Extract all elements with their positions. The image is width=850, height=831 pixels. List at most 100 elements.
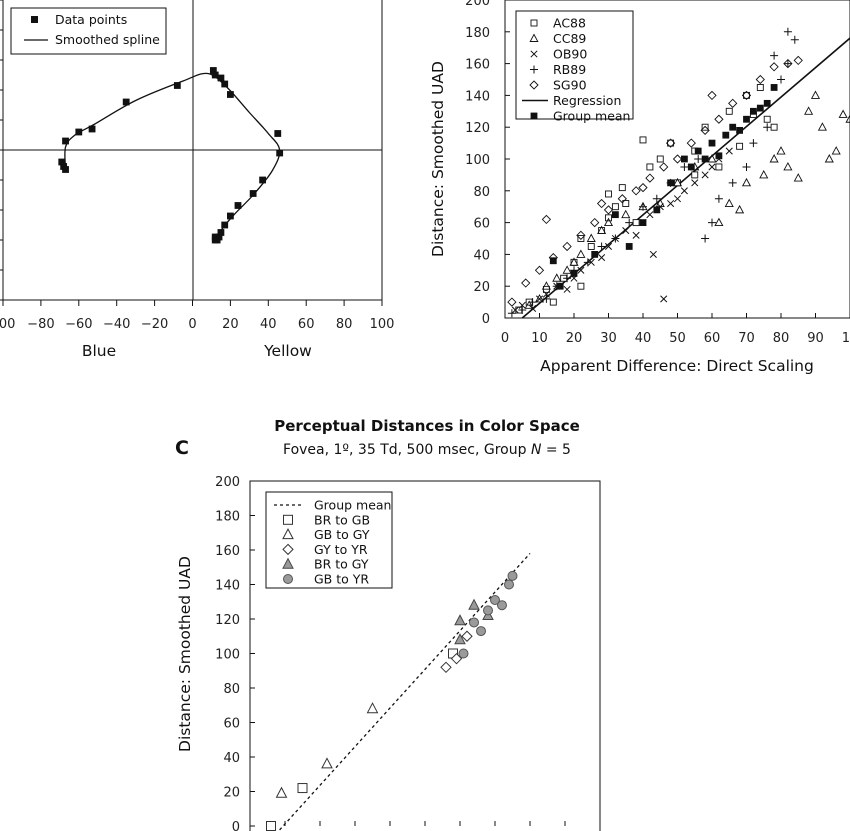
data-point (714, 194, 723, 203)
data-point (701, 123, 709, 131)
legend-entry: OB90 (553, 47, 587, 62)
data-point (587, 242, 595, 250)
data-point (749, 139, 758, 148)
data-point (707, 154, 717, 163)
y-tick-label: 180 (215, 510, 240, 525)
data-point (552, 273, 562, 282)
data-point (563, 285, 571, 293)
data-point (227, 212, 234, 220)
data-point (665, 138, 676, 148)
x-tick-label: 60 (704, 331, 721, 346)
data-point (211, 71, 219, 79)
data-point (621, 209, 631, 219)
data-point (173, 82, 181, 89)
data-point (221, 80, 229, 88)
data-point (714, 217, 724, 227)
data-point (646, 211, 654, 219)
x-tick-label: 20 (222, 317, 239, 332)
data-point (672, 177, 683, 187)
legend-entry: Smoothed spline (55, 32, 160, 47)
data-point (563, 274, 572, 283)
x-tick-label: 80 (773, 331, 790, 346)
y-axis-label: Distance: Smoothed UAD (429, 61, 447, 257)
data-point (577, 282, 585, 290)
data-point (770, 84, 778, 91)
data-point (507, 297, 517, 307)
x-axis-label: Apparent Difference: Direct Scaling (540, 357, 814, 375)
data-point (586, 233, 596, 242)
data-point (597, 242, 606, 251)
panel-uad-vs-direct: 0102030405060708090100204060801001201401… (429, 0, 850, 375)
y-tick-label: 200 (215, 475, 240, 490)
data-point (576, 230, 586, 240)
data-point (743, 91, 750, 99)
data-point (213, 236, 221, 244)
data-point (603, 217, 614, 227)
data-point (209, 67, 217, 74)
data-point (598, 254, 606, 262)
data-point (810, 90, 821, 99)
data-point (793, 55, 803, 66)
y-tick-label: 100 (465, 153, 490, 168)
data-point (535, 295, 544, 303)
x-tick-label: 0 (188, 317, 196, 332)
data-point (783, 58, 793, 69)
data-point (639, 136, 647, 144)
legend-entry: GB to GY (314, 527, 370, 542)
data-point (742, 162, 751, 171)
legend-marker (282, 543, 294, 556)
data-point (783, 27, 792, 36)
y-tick-label: 40 (223, 751, 240, 766)
data-point (217, 229, 225, 236)
data-point (645, 173, 655, 183)
data-point (275, 786, 288, 798)
data-point (596, 198, 607, 209)
data-point (622, 226, 630, 235)
data-point (518, 301, 526, 309)
legend-marker (283, 514, 293, 525)
x-tick-label: 30 (600, 331, 617, 346)
y-tick-label: 80 (223, 682, 240, 697)
data-point (736, 126, 743, 134)
data-point (529, 304, 537, 313)
legend-entry: SG90 (553, 78, 587, 93)
data-point (590, 217, 600, 228)
legend-entry: BR to GB (314, 512, 370, 527)
data-point (728, 178, 737, 187)
data-point (507, 570, 518, 581)
x-tick-label: 10 (531, 331, 548, 346)
data-point (541, 214, 552, 225)
data-point (672, 154, 683, 164)
data-point (756, 83, 764, 91)
panel-c: Perceptual Distances in Color Space Fove… (175, 417, 601, 831)
data-point (541, 281, 551, 290)
legend-entry: AC88 (553, 16, 586, 31)
data-point (576, 249, 586, 258)
legend-marker (282, 557, 294, 569)
data-point (660, 295, 668, 303)
data-point (741, 90, 752, 101)
data-point (714, 114, 724, 124)
legend-entry: Group mean (314, 498, 391, 513)
data-point (769, 154, 779, 163)
data-point (735, 204, 745, 214)
x-tick-label: 20 (566, 331, 583, 346)
legend-marker (529, 80, 539, 90)
data-point (221, 221, 229, 229)
data-point (249, 190, 257, 197)
y-tick-label: 160 (465, 58, 490, 73)
data-point (659, 162, 669, 172)
data-point (694, 155, 703, 163)
data-point (504, 579, 514, 590)
data-point (639, 219, 647, 226)
data-point (667, 199, 675, 208)
data-point (680, 162, 689, 171)
data-point (652, 194, 661, 203)
data-point (701, 234, 710, 243)
y-tick-label: 60 (473, 217, 490, 232)
data-point (824, 154, 834, 163)
x-tick-label: −60 (65, 317, 92, 332)
data-point (603, 205, 614, 215)
data-point (483, 605, 493, 616)
